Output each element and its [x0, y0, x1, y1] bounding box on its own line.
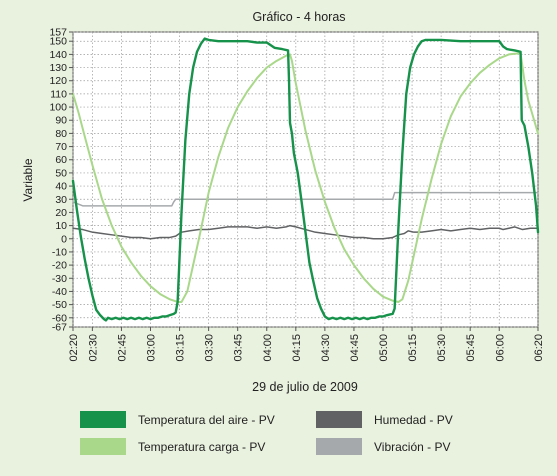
y-tick-label: -30 [52, 273, 67, 285]
y-tick-label: -60 [52, 312, 67, 324]
y-tick-label: -67 [52, 322, 67, 334]
y-tick-label: 60 [55, 154, 67, 166]
y-tick-label: 80 [55, 128, 67, 140]
y-tick-label: 0 [61, 233, 67, 245]
chart-title: Gráfico - 4 horas [252, 10, 345, 24]
y-axis-label: Variable [21, 158, 35, 201]
y-tick-label: -40 [52, 286, 67, 298]
legend-swatch [316, 438, 362, 455]
y-tick-label: 40 [55, 181, 67, 193]
x-tick-label: 02:20 [68, 334, 80, 362]
x-tick-label: 06:20 [533, 334, 545, 362]
x-tick-label: 02:45 [116, 334, 128, 362]
x-axis-label: 29 de julio de 2009 [252, 380, 358, 394]
legend-label: Vibración - PV [374, 440, 450, 454]
y-tick-label: 90 [55, 115, 67, 127]
y-tick-label: -10 [52, 246, 67, 258]
x-tick-label: 04:45 [349, 334, 361, 362]
y-tick-label: 157 [49, 27, 67, 39]
y-tick-label: 70 [55, 141, 67, 153]
x-tick-label: 03:30 [204, 334, 216, 362]
x-axis-ticks: 02:20 02:30 02:45 03:00 03:15 03:30 03:45 04:00… [68, 327, 545, 362]
y-tick-label: 30 [55, 194, 67, 206]
legend-label: Temperatura del aire - PV [138, 413, 275, 427]
plot-area [72, 31, 539, 328]
x-tick-label: 02:30 [87, 334, 99, 362]
y-tick-label: 110 [50, 88, 67, 100]
series-layer [71, 37, 540, 322]
series-line-3 [72, 224, 539, 240]
x-tick-label: 06:00 [494, 334, 506, 362]
legend-swatch [316, 411, 362, 428]
series-line-2 [72, 52, 539, 303]
x-tick-label: 05:45 [465, 334, 477, 362]
x-tick-label: 05:00 [378, 334, 390, 362]
y-tick-label: 10 [55, 220, 67, 232]
x-tick-label: 03:00 [146, 334, 158, 362]
x-tick-label: 03:15 [175, 334, 187, 362]
x-tick-label: 05:30 [436, 334, 448, 362]
y-tick-label: 130 [49, 62, 67, 74]
y-tick-label: 140 [49, 49, 67, 61]
x-tick-label: 04:30 [320, 334, 332, 362]
legend-swatch [80, 411, 126, 428]
y-tick-label: 150 [49, 36, 67, 48]
series-line-1 [71, 37, 540, 322]
series-line-4 [72, 191, 539, 207]
y-tick-label: -20 [52, 260, 67, 272]
x-tick-label: 05:15 [407, 334, 419, 362]
y-tick-label: -50 [52, 299, 67, 311]
y-tick-label: 20 [55, 207, 67, 219]
legend-label: Humedad - PV [374, 413, 453, 427]
x-tick-label: 04:00 [262, 334, 274, 362]
x-tick-label: 04:15 [291, 334, 303, 362]
legend: Temperatura del aire - PV Humedad - PV Tem… [80, 411, 453, 455]
y-tick-label: 120 [49, 75, 67, 87]
x-tick-label: 03:45 [233, 334, 245, 362]
y-axis-ticks: 1571501401301201101009080706050403020100… [49, 27, 73, 334]
legend-swatch [80, 438, 126, 455]
y-tick-label: 100 [49, 102, 67, 114]
legend-label: Temperatura carga - PV [138, 440, 265, 454]
y-tick-label: 50 [55, 167, 67, 179]
